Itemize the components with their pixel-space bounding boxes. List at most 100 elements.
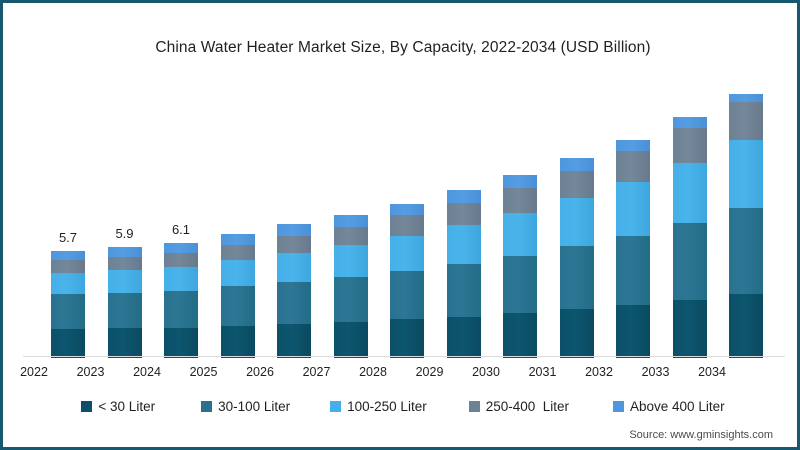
legend-label: 250-400 Liter (485, 399, 570, 414)
bar-stack[interactable] (672, 116, 707, 358)
bar-segment[interactable] (333, 276, 368, 323)
bar-segment[interactable] (616, 181, 650, 236)
bar-segment[interactable] (616, 151, 650, 182)
bar-segment[interactable] (51, 294, 85, 329)
bar-segment[interactable] (672, 162, 707, 223)
bar-segment[interactable] (107, 246, 142, 257)
bar-segment[interactable] (164, 253, 198, 268)
bar-stack[interactable] (390, 203, 424, 358)
legend-swatch-icon (330, 401, 342, 412)
bar-segment[interactable] (503, 313, 537, 358)
bar-stack[interactable] (729, 94, 763, 358)
bar-segment[interactable] (390, 235, 424, 271)
bar-stack[interactable] (51, 250, 85, 358)
bar-segment[interactable] (51, 272, 85, 295)
bar-segment[interactable] (446, 316, 481, 358)
bar-segment[interactable] (164, 243, 198, 254)
bar-segment[interactable] (277, 281, 311, 325)
bar-segment[interactable] (164, 327, 198, 358)
bar-segment[interactable] (333, 226, 368, 245)
bar-value-label: 5.7 (58, 229, 78, 245)
legend-item[interactable]: 250-400 Liter (468, 399, 570, 414)
bar-segment[interactable] (107, 328, 142, 358)
bar-segment[interactable] (446, 225, 481, 264)
bar-segment[interactable] (107, 256, 142, 271)
bar-segment[interactable] (277, 236, 311, 254)
bar-segment[interactable] (503, 187, 537, 213)
bar-segment[interactable] (446, 202, 481, 226)
x-axis-label-2029: 2029 (415, 365, 444, 379)
legend-item[interactable]: < 30 Liter (81, 399, 155, 414)
bar-segment[interactable] (390, 319, 424, 358)
bar-segment[interactable] (559, 170, 594, 199)
bar-segment[interactable] (51, 259, 85, 273)
bar-segment[interactable] (220, 325, 255, 358)
legend-label: 30-100 Liter (218, 399, 291, 414)
x-axis-label-2022: 2022 (20, 365, 48, 379)
bar-segment[interactable] (559, 198, 594, 247)
bar-segment[interactable] (729, 207, 763, 294)
legend-item[interactable]: 100-250 Liter (330, 399, 427, 414)
plot-area: 5.7 5.9 6.1 (37, 83, 777, 358)
bar-segment[interactable] (559, 246, 594, 310)
bar-segment[interactable] (446, 263, 481, 317)
legend-swatch-icon (81, 401, 93, 412)
bar-segment[interactable] (333, 245, 368, 277)
bar-stack[interactable] (220, 233, 255, 358)
chart-title: China Water Heater Market Size, By Capac… (155, 39, 651, 56)
bar-segment[interactable] (164, 267, 198, 291)
bar-segment[interactable] (390, 270, 424, 320)
x-axis-label-2023: 2023 (76, 365, 105, 379)
bar-segment[interactable] (220, 286, 255, 326)
bar-segment[interactable] (729, 101, 763, 141)
bar-segment[interactable] (277, 253, 311, 282)
bar-value-label: 5.9 (115, 225, 134, 241)
bar-segment[interactable] (51, 250, 85, 260)
bar-segment[interactable] (672, 128, 707, 163)
bar-segment[interactable] (559, 309, 594, 358)
bar-segment[interactable] (333, 322, 368, 358)
bar-segment[interactable] (277, 224, 311, 237)
bar-stack[interactable] (277, 224, 311, 358)
bar-stack[interactable] (446, 190, 481, 358)
bar-segment[interactable] (616, 235, 650, 305)
x-axis-label-2028: 2028 (359, 365, 387, 379)
bar-segment[interactable] (51, 328, 85, 358)
bar-segment[interactable] (220, 245, 255, 261)
bar-segment[interactable] (616, 139, 650, 152)
bar-segment[interactable] (729, 140, 763, 208)
bar-segment[interactable] (277, 324, 311, 358)
bar-segment[interactable] (503, 255, 537, 314)
bar-segment[interactable] (164, 290, 198, 328)
bar-segment[interactable] (220, 260, 255, 287)
bar-stack[interactable] (333, 214, 368, 358)
bar-segment[interactable] (672, 222, 707, 300)
bar-stack[interactable] (503, 175, 537, 358)
bar-segment[interactable] (503, 175, 537, 188)
legend-label: < 30 Liter (98, 399, 156, 414)
bar-segment[interactable] (220, 233, 255, 246)
bar-segment[interactable] (390, 203, 424, 216)
bar-segment[interactable] (333, 214, 368, 227)
bar-segment[interactable] (672, 116, 707, 129)
x-axis-label-2031: 2031 (528, 365, 557, 379)
bar-stack[interactable] (107, 246, 142, 358)
bar-segment[interactable] (107, 270, 142, 293)
legend-item[interactable]: Above 400 Liter (613, 399, 725, 414)
bar-segment[interactable] (503, 212, 537, 256)
bar-segment[interactable] (390, 215, 424, 236)
bar-segment[interactable] (729, 293, 763, 358)
bar-segment[interactable] (446, 190, 481, 203)
legend-label: 100-250 Liter (347, 399, 427, 414)
legend-item[interactable]: 30-100 Liter (201, 399, 290, 414)
bar-segment[interactable] (672, 299, 707, 358)
bar-segment[interactable] (729, 94, 763, 102)
bar-segment[interactable] (107, 292, 142, 329)
bar-stack[interactable] (559, 158, 594, 358)
bar-segment[interactable] (616, 304, 650, 358)
bar-segment[interactable] (559, 158, 594, 171)
bar-stack[interactable] (616, 139, 650, 358)
bar-stack[interactable] (164, 243, 198, 358)
axis-baseline (23, 356, 785, 357)
